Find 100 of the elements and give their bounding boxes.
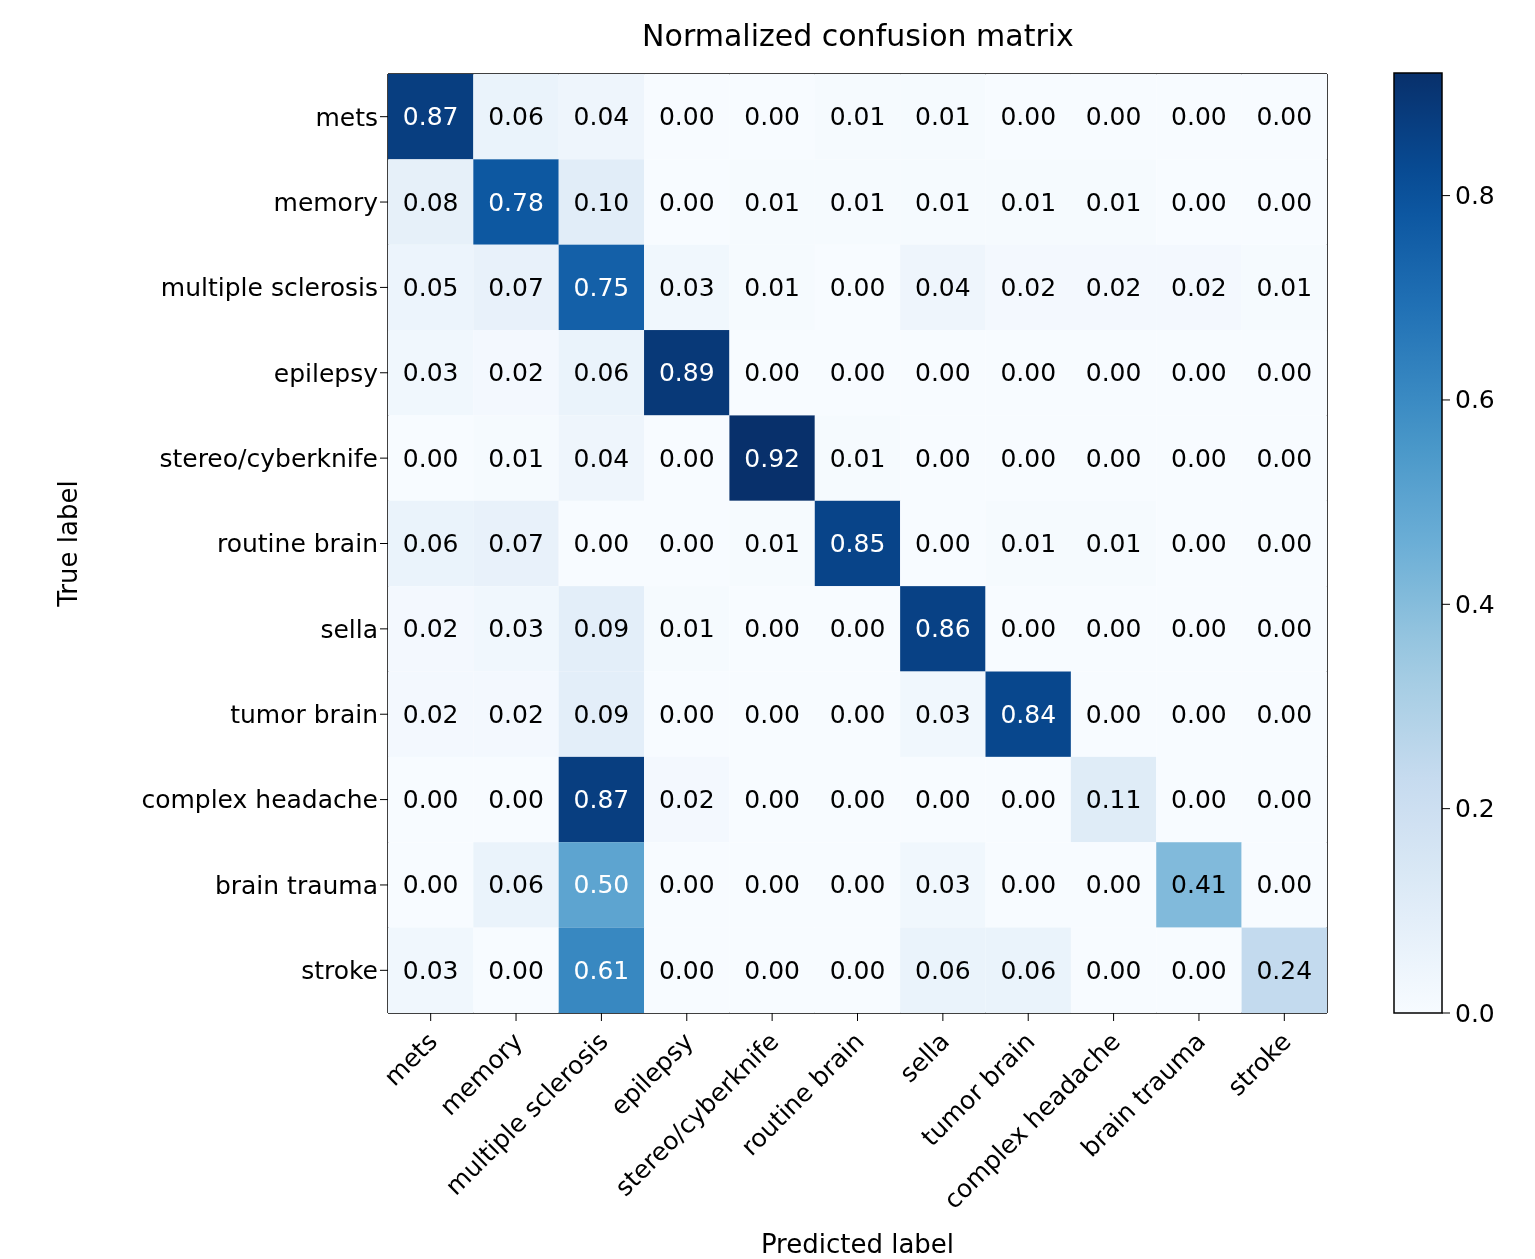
data-label: 0.06 (573, 358, 630, 388)
y-tick-label: mets (315, 102, 378, 132)
data-label: 0.02 (1085, 272, 1142, 302)
data-label: 0.00 (744, 785, 800, 815)
color-bar-label: 0.6 (1455, 385, 1495, 415)
color-bar-label: 0.2 (1455, 794, 1495, 824)
data-label: 0.00 (1171, 529, 1227, 558)
data-label: 0.00 (1256, 699, 1313, 729)
data-label: 0.01 (829, 187, 886, 217)
y-tick-label: complex headache (141, 785, 378, 815)
data-label: 0.00 (744, 614, 800, 644)
data-label: 0.04 (573, 102, 630, 132)
data-label: 0.00 (1000, 358, 1057, 388)
data-label: 0.07 (488, 272, 544, 302)
data-label: 0.92 (744, 443, 800, 473)
data-label: 0.86 (915, 614, 971, 644)
data-label: 0.00 (402, 870, 459, 900)
data-label: 0.01 (915, 187, 971, 217)
data-label: 0.00 (1256, 785, 1313, 815)
y-tick-label: memory (273, 187, 379, 217)
data-label: 0.01 (1085, 187, 1142, 217)
data-label: 0.01 (1000, 187, 1057, 217)
data-label: 0.01 (1256, 272, 1313, 302)
data-label: 0.00 (658, 443, 715, 473)
data-label: 0.50 (573, 870, 630, 900)
data-label: 0.00 (1085, 358, 1142, 388)
data-label: 0.00 (1085, 870, 1142, 900)
data-label: 0.02 (1171, 272, 1227, 302)
data-label: 0.61 (573, 955, 630, 985)
data-label: 0.01 (829, 443, 886, 473)
data-label: 0.00 (1256, 102, 1313, 132)
data-label: 0.00 (1085, 614, 1142, 644)
data-label: 0.02 (402, 699, 459, 729)
data-label: 0.00 (658, 870, 715, 900)
data-label: 0.00 (1256, 870, 1313, 900)
data-label: 0.00 (488, 955, 544, 985)
data-label: 0.41 (1171, 870, 1227, 900)
data-label: 0.00 (829, 699, 886, 729)
color-bar-label: 0.4 (1455, 589, 1495, 619)
y-tick-label: multiple sclerosis (160, 273, 378, 303)
y-axis-title: True label (53, 480, 84, 608)
data-label: 0.01 (744, 272, 800, 302)
color-bar-label: 0.0 (1455, 998, 1495, 1028)
data-label: 0.00 (1000, 614, 1057, 644)
data-label: 0.00 (1171, 699, 1227, 729)
data-label: 0.84 (1000, 699, 1057, 729)
data-label: 0.00 (1171, 955, 1227, 985)
data-label: 0.01 (658, 614, 715, 644)
data-label: 0.00 (744, 955, 800, 985)
data-label: 0.00 (829, 870, 886, 900)
data-label: 0.89 (658, 358, 715, 388)
data-label: 0.00 (402, 785, 459, 815)
data-label: 0.00 (1171, 102, 1227, 132)
data-label: 0.02 (488, 358, 544, 388)
data-label: 0.00 (1085, 443, 1142, 473)
data-label: 0.01 (744, 529, 800, 558)
data-label: 0.00 (658, 529, 715, 558)
data-label: 0.07 (488, 529, 544, 558)
data-label: 0.11 (1085, 785, 1142, 815)
data-label: 0.04 (915, 272, 971, 302)
data-label: 0.06 (1000, 955, 1057, 985)
data-label: 0.00 (1000, 785, 1057, 815)
data-label: 0.06 (915, 955, 971, 985)
data-label: 0.00 (829, 614, 886, 644)
data-label: 0.00 (573, 529, 630, 558)
data-label: 0.02 (488, 699, 544, 729)
color-bar-label: 0.8 (1455, 181, 1495, 211)
data-label: 0.00 (1256, 529, 1313, 558)
data-label: 0.00 (1171, 443, 1227, 473)
data-label: 0.03 (488, 614, 544, 644)
data-label: 0.01 (488, 443, 544, 473)
data-label: 0.87 (402, 102, 459, 132)
data-label: 0.01 (1000, 529, 1057, 558)
data-label: 0.75 (573, 272, 630, 302)
data-label: 0.01 (829, 102, 886, 132)
data-label: 0.00 (402, 443, 459, 473)
data-label: 0.03 (658, 272, 715, 302)
data-label: 0.00 (829, 785, 886, 815)
data-label: 0.00 (915, 443, 971, 473)
y-tick-label: stroke (301, 956, 378, 986)
data-label: 0.00 (915, 358, 971, 388)
chart-title: Normalized confusion matrix (642, 18, 1074, 53)
data-label: 0.09 (573, 614, 630, 644)
data-label: 0.02 (402, 614, 459, 644)
data-label: 0.00 (1256, 358, 1313, 388)
data-label: 0.00 (915, 785, 971, 815)
data-label: 0.00 (1256, 443, 1313, 473)
data-label: 0.10 (573, 187, 630, 217)
data-label: 0.03 (915, 870, 971, 900)
data-label: 0.00 (1171, 785, 1227, 815)
y-tick-label: brain trauma (214, 870, 378, 900)
data-label: 0.00 (1256, 187, 1313, 217)
data-label: 0.00 (1171, 187, 1227, 217)
data-label: 0.00 (658, 187, 715, 217)
y-tick-label: routine brain (216, 529, 378, 559)
data-label: 0.00 (829, 272, 886, 302)
data-label: 0.04 (573, 443, 630, 473)
data-label: 0.05 (402, 272, 459, 302)
data-label: 0.02 (1000, 272, 1057, 302)
data-label: 0.00 (1085, 699, 1142, 729)
